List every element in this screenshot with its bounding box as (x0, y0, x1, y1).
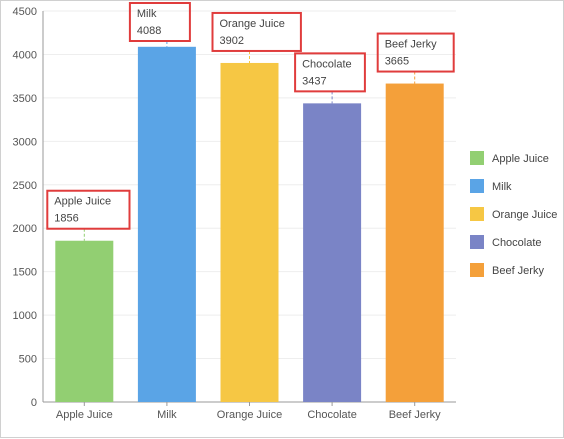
data-label-box (46, 189, 131, 230)
legend-label[interactable]: Beef Jerky (492, 265, 544, 277)
data-label-box (211, 11, 302, 52)
data-label-box (128, 2, 191, 42)
x-tick-label: Milk (157, 409, 177, 421)
y-tick-label: 1000 (13, 310, 37, 322)
x-tick-label: Orange Juice (217, 409, 282, 421)
data-label-value: 1856 (54, 213, 78, 225)
data-label-box (376, 32, 455, 73)
data-label-category: Beef Jerky (385, 39, 437, 51)
y-tick-label: 0 (31, 397, 37, 409)
data-label-value: 3665 (385, 56, 409, 68)
legend-swatch[interactable] (470, 179, 484, 193)
y-tick-label: 1500 (13, 267, 37, 279)
bar-milk[interactable] (137, 46, 196, 403)
x-tick-label: Apple Juice (56, 409, 113, 421)
data-label-category: Chocolate (302, 58, 352, 70)
data-label-value: 3437 (302, 75, 326, 87)
bar-beef-jerky[interactable] (385, 83, 444, 403)
legend-swatch[interactable] (470, 151, 484, 165)
y-tick-label: 3500 (13, 93, 37, 105)
data-label-value: 4088 (137, 25, 161, 37)
bar-apple-juice[interactable] (55, 240, 114, 402)
legend-label[interactable]: Chocolate (492, 237, 542, 249)
y-tick-label: 4000 (13, 49, 37, 61)
y-tick-label: 2000 (13, 223, 37, 235)
y-tick-label: 3000 (13, 136, 37, 148)
data-label-value: 3902 (220, 35, 244, 47)
legend-swatch[interactable] (470, 207, 484, 221)
x-tick-label: Chocolate (307, 409, 357, 421)
bar-chocolate[interactable] (303, 103, 362, 403)
legend-label[interactable]: Milk (492, 181, 512, 193)
legend-swatch[interactable] (470, 263, 484, 277)
data-label-category: Milk (137, 8, 157, 20)
data-label-category: Apple Juice (54, 196, 111, 208)
y-tick-label: 4500 (13, 6, 37, 18)
data-label-category: Orange Juice (220, 18, 285, 30)
y-tick-label: 500 (19, 354, 37, 366)
legend-swatch[interactable] (470, 235, 484, 249)
y-tick-label: 2500 (13, 180, 37, 192)
legend-label[interactable]: Apple Juice (492, 153, 549, 165)
bar-orange-juice[interactable] (220, 62, 279, 402)
data-label-box (294, 52, 366, 93)
legend-label[interactable]: Orange Juice (492, 209, 557, 221)
x-tick-label: Beef Jerky (389, 409, 441, 421)
